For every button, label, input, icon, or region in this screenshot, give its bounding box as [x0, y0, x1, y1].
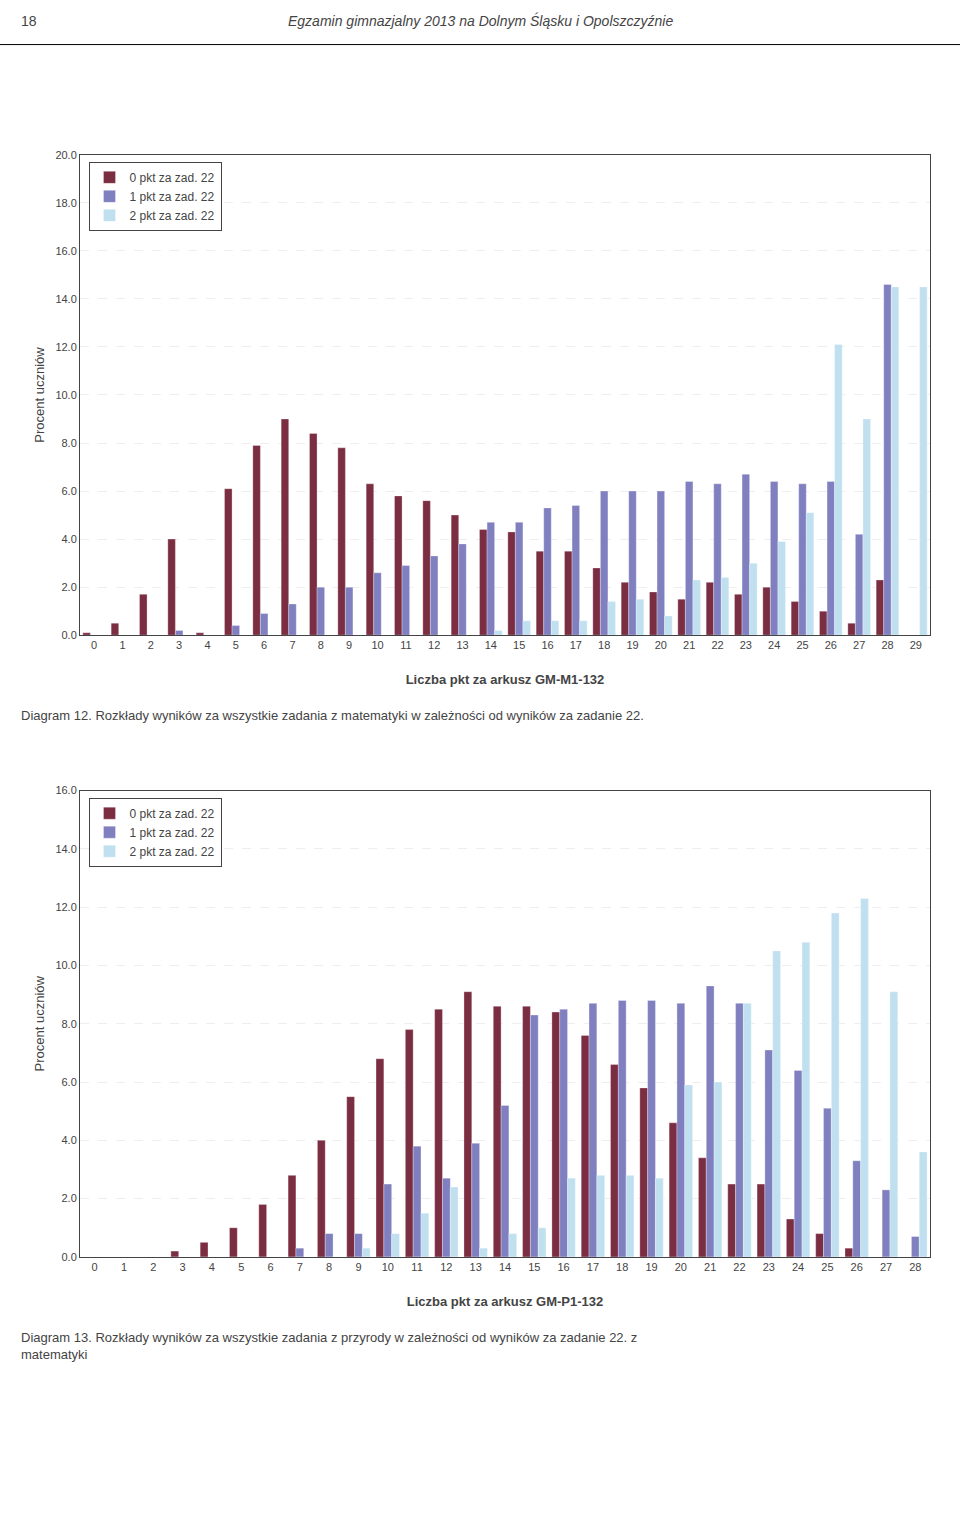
svg-text:10.0: 10.0 [55, 389, 76, 401]
svg-text:7: 7 [297, 1261, 303, 1273]
svg-text:28: 28 [881, 639, 893, 651]
svg-text:20.0: 20.0 [55, 149, 76, 161]
svg-text:6: 6 [261, 639, 267, 651]
svg-text:1: 1 [119, 639, 125, 651]
svg-text:24: 24 [792, 1261, 804, 1273]
svg-text:2 pkt za zad. 22: 2 pkt za zad. 22 [130, 845, 215, 859]
svg-text:12.0: 12.0 [55, 341, 76, 353]
svg-text:13: 13 [456, 639, 468, 651]
svg-text:0 pkt za zad. 22: 0 pkt za zad. 22 [130, 807, 215, 821]
svg-text:1: 1 [121, 1261, 127, 1273]
svg-text:26: 26 [851, 1261, 863, 1273]
svg-text:16.0: 16.0 [55, 784, 76, 796]
svg-text:14.0: 14.0 [55, 293, 76, 305]
svg-text:5: 5 [238, 1261, 244, 1273]
svg-text:12: 12 [440, 1261, 452, 1273]
svg-text:0.0: 0.0 [62, 1251, 77, 1263]
svg-text:22: 22 [711, 639, 723, 651]
svg-text:18.0: 18.0 [55, 197, 76, 209]
svg-text:20: 20 [655, 639, 667, 651]
svg-text:10.0: 10.0 [55, 959, 76, 971]
svg-text:18: 18 [616, 1261, 628, 1273]
svg-text:22: 22 [733, 1261, 745, 1273]
svg-text:2.0: 2.0 [62, 1192, 77, 1204]
svg-text:0.0: 0.0 [62, 629, 77, 641]
svg-text:16: 16 [557, 1261, 569, 1273]
svg-text:12: 12 [428, 639, 440, 651]
svg-text:23: 23 [740, 639, 752, 651]
svg-text:7: 7 [289, 639, 295, 651]
svg-text:24: 24 [768, 639, 780, 651]
svg-text:15: 15 [528, 1261, 540, 1273]
svg-text:Diagram 13. Rozkłady wyników z: Diagram 13. Rozkłady wyników za wszystki… [21, 1330, 637, 1362]
svg-text:15: 15 [513, 639, 525, 651]
svg-text:8: 8 [318, 639, 324, 651]
svg-text:16: 16 [541, 639, 553, 651]
svg-text:Liczba pkt za arkusz GM-M1-132: Liczba pkt za arkusz GM-M1-132 [406, 672, 605, 687]
svg-text:17: 17 [587, 1261, 599, 1273]
svg-text:2: 2 [148, 639, 154, 651]
svg-text:26: 26 [825, 639, 837, 651]
svg-text:4.0: 4.0 [62, 1134, 77, 1146]
svg-text:6: 6 [267, 1261, 273, 1273]
svg-text:13: 13 [470, 1261, 482, 1273]
svg-text:1 pkt za zad. 22: 1 pkt za zad. 22 [130, 190, 215, 204]
svg-text:9: 9 [355, 1261, 361, 1273]
svg-text:25: 25 [821, 1261, 833, 1273]
svg-text:20: 20 [675, 1261, 687, 1273]
svg-text:6.0: 6.0 [62, 1076, 77, 1088]
svg-text:11: 11 [400, 639, 411, 651]
svg-text:21: 21 [704, 1261, 716, 1273]
svg-text:8: 8 [326, 1261, 332, 1273]
svg-text:Liczba pkt za arkusz GM-P1-132: Liczba pkt za arkusz GM-P1-132 [407, 1294, 604, 1309]
svg-text:10: 10 [382, 1261, 394, 1273]
svg-text:17: 17 [570, 639, 582, 651]
svg-text:28: 28 [909, 1261, 921, 1273]
svg-text:6.0: 6.0 [62, 485, 77, 497]
svg-text:25: 25 [796, 639, 808, 651]
svg-text:2: 2 [150, 1261, 156, 1273]
svg-text:2.0: 2.0 [62, 581, 77, 593]
svg-text:14: 14 [499, 1261, 511, 1273]
svg-text:27: 27 [880, 1261, 892, 1273]
svg-text:29: 29 [910, 639, 922, 651]
svg-text:12.0: 12.0 [55, 901, 76, 913]
svg-text:11: 11 [411, 1261, 422, 1273]
svg-text:9: 9 [346, 639, 352, 651]
svg-text:0 pkt za zad. 22: 0 pkt za zad. 22 [130, 171, 215, 185]
svg-text:4: 4 [204, 639, 210, 651]
svg-text:8.0: 8.0 [62, 1018, 77, 1030]
svg-text:3: 3 [176, 639, 182, 651]
svg-text:23: 23 [763, 1261, 775, 1273]
svg-text:1 pkt za zad. 22: 1 pkt za zad. 22 [130, 826, 215, 840]
svg-text:16.0: 16.0 [55, 245, 76, 257]
svg-text:0: 0 [91, 639, 97, 651]
svg-text:Diagram 12. Rozkłady wyników z: Diagram 12. Rozkłady wyników za wszystki… [21, 708, 644, 723]
svg-text:Procent uczniów: Procent uczniów [32, 975, 47, 1071]
svg-text:21: 21 [683, 639, 695, 651]
svg-text:19: 19 [626, 639, 638, 651]
svg-text:Egzamin gimnazjalny 2013 na Do: Egzamin gimnazjalny 2013 na Dolnym Śląsk… [288, 12, 673, 29]
svg-text:10: 10 [371, 639, 383, 651]
svg-text:5: 5 [233, 639, 239, 651]
svg-text:Procent uczniów: Procent uczniów [32, 347, 47, 443]
svg-text:18: 18 [21, 13, 37, 29]
svg-text:4: 4 [209, 1261, 215, 1273]
svg-text:8.0: 8.0 [62, 437, 77, 449]
svg-text:27: 27 [853, 639, 865, 651]
svg-text:18: 18 [598, 639, 610, 651]
svg-text:3: 3 [180, 1261, 186, 1273]
svg-text:0: 0 [92, 1261, 98, 1273]
svg-text:14.0: 14.0 [55, 843, 76, 855]
svg-text:4.0: 4.0 [62, 533, 77, 545]
svg-text:19: 19 [645, 1261, 657, 1273]
svg-text:14: 14 [485, 639, 497, 651]
svg-text:2 pkt za zad. 22: 2 pkt za zad. 22 [130, 209, 215, 223]
